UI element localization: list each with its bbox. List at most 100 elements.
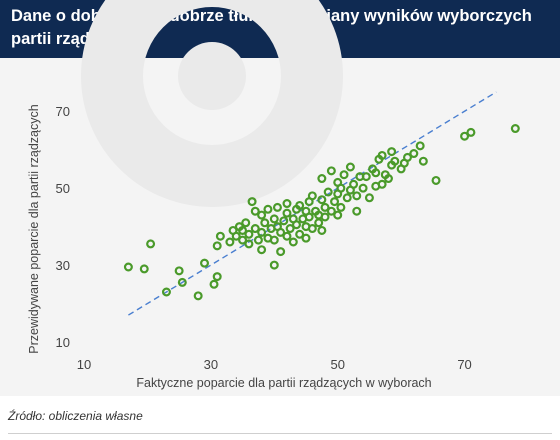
data-point [253,235,263,245]
data-point [200,258,210,268]
data-point [212,272,222,282]
data-point [364,193,374,203]
x-tick-label: 50 [330,357,344,372]
data-point [272,202,282,212]
data-point [174,266,184,276]
data-point [352,191,362,201]
x-tick-label: 10 [77,357,91,372]
data-point [317,225,327,235]
y-tick-label: 50 [56,181,70,196]
data-point [247,197,257,207]
data-point [244,229,254,239]
data-point [231,231,241,241]
data-point [161,287,171,297]
data-point [282,199,292,209]
data-point [123,262,133,272]
source-note: Źródło: obliczenia własne [8,409,143,423]
data-point [358,183,368,193]
data-point [177,277,187,287]
data-point [387,147,397,157]
x-axis-label: Faktyczne poparcie dla partii rządzących… [136,376,431,390]
data-point [333,210,343,220]
data-point [291,220,301,230]
data-point [402,152,412,162]
data-point [466,127,476,137]
data-point [390,156,400,166]
data-point [260,218,270,228]
data-point [336,202,346,212]
data-point [301,233,311,243]
data-point [326,166,336,176]
data-point [314,218,324,228]
data-point [295,200,305,210]
data-point [282,231,292,241]
x-tick-label: 30 [204,357,218,372]
data-point [225,237,235,247]
data-point [250,206,260,216]
data-point [409,149,419,159]
data-point [339,170,349,180]
data-point [269,214,279,224]
points-layer [123,124,520,301]
data-point [371,168,381,178]
data-point [193,291,203,301]
data-point [215,231,225,241]
data-point [276,247,286,257]
data-point [317,174,327,184]
data-point [323,187,333,197]
data-point [336,183,346,193]
data-point [209,279,219,289]
data-point [431,175,441,185]
data-point [352,206,362,216]
data-point [418,156,428,166]
data-point [295,229,305,239]
watermark-logo [81,0,343,207]
y-tick-label: 70 [56,104,70,119]
data-point [288,237,298,247]
data-point [279,216,289,226]
data-point [257,210,267,220]
data-point [238,225,248,235]
data-point [377,179,387,189]
x-tick-label: 70 [457,357,471,372]
data-point [342,193,352,203]
y-tick-labels: 10 30 50 70 [56,104,70,350]
scatter-chart: 10 30 50 70 10 30 50 70 Faktyczne poparcie dla… [27,0,520,390]
data-point [415,141,425,151]
data-point [330,197,340,207]
data-point [460,131,470,141]
data-point [345,162,355,172]
footer-divider [8,433,552,434]
data-point [250,224,260,234]
data-point [257,245,267,255]
data-point [317,195,327,205]
data-point [320,212,330,222]
data-point [146,239,156,249]
y-tick-label: 30 [56,258,70,273]
y-axis-label: Przewidywane poparcie dla partii rządząc… [27,104,41,353]
y-tick-label: 10 [56,335,70,350]
data-point [377,150,387,160]
data-point [263,204,273,214]
data-point [212,241,222,251]
data-point [361,172,371,182]
data-point [383,174,393,184]
data-point [244,239,254,249]
data-point [241,218,251,228]
data-point [307,224,317,234]
data-point [285,224,295,234]
data-point [326,206,336,216]
data-point [257,227,267,237]
data-point [139,264,149,274]
x-tick-labels: 10 30 50 70 [77,357,472,372]
data-point [510,124,520,134]
data-point [269,260,279,270]
data-point [304,212,314,222]
data-point [282,208,292,218]
data-point [320,202,330,212]
data-point [276,227,286,237]
data-point [269,235,279,245]
data-point [238,235,248,245]
data-point [349,179,359,189]
data-point [307,191,317,201]
